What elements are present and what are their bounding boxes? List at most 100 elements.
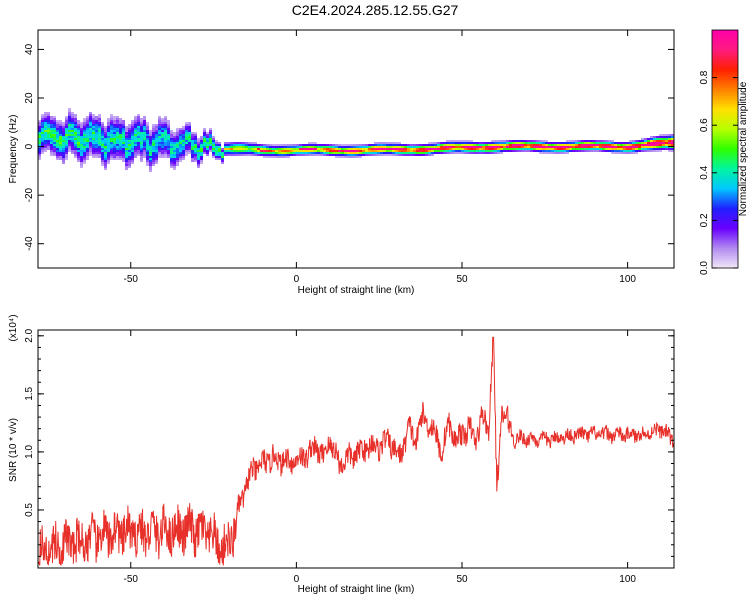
spectrogram-cell (62, 144, 65, 146)
spectrogram-cell (398, 148, 401, 150)
spectrogram-cell (263, 146, 266, 148)
spectrogram-cell (548, 150, 551, 152)
spectrogram-cell (50, 118, 53, 120)
spectrogram-cell (134, 138, 137, 140)
spectrogram-cell (164, 118, 167, 120)
spectrogram-cell (638, 144, 641, 146)
spectrogram-cell (611, 148, 614, 150)
spectrogram-cell (539, 144, 542, 146)
spectrogram-cell (635, 140, 638, 142)
colorbar-band (712, 238, 738, 240)
colorbar-band (712, 232, 738, 234)
spectrogram-cell (422, 150, 425, 152)
spectrogram-cell (92, 116, 95, 118)
spectrogram-cell (317, 150, 320, 152)
spectrogram-cell (452, 144, 455, 146)
spectrogram-cell (50, 154, 53, 156)
spectrogram-cell (449, 140, 452, 142)
spectrogram-cell (665, 134, 668, 136)
spectrogram-cell (353, 150, 356, 152)
spectrogram-cell (320, 144, 323, 146)
spectrogram-cell (449, 148, 452, 150)
spectrogram-cell (41, 126, 44, 128)
spectrogram-cell (200, 142, 203, 144)
spectrogram-cell (344, 154, 347, 156)
spectrogram-cell (200, 154, 203, 156)
spectrogram-cell (224, 148, 227, 150)
spectrogram-cell (656, 146, 659, 148)
spectrogram-cell (248, 144, 251, 146)
spectrogram-cell (653, 142, 656, 144)
spectrogram-cell (56, 158, 59, 160)
colorbar-band (712, 142, 738, 144)
spectrogram-cell (50, 138, 53, 140)
spectrogram-cell (140, 158, 143, 160)
spectrogram-cell (392, 154, 395, 156)
spectrogram-cell (197, 152, 200, 154)
spectrogram-cell (647, 138, 650, 140)
spectrogram-cell (224, 146, 227, 148)
spectrogram-cell (368, 154, 371, 156)
colorbar-band (712, 144, 738, 146)
spectrogram-cell (173, 142, 176, 144)
spectrogram-cell (314, 148, 317, 150)
spectrogram-cell (569, 140, 572, 142)
spectrogram-cell (77, 148, 80, 150)
spectrogram-cell (140, 160, 143, 162)
spectrogram-cell (626, 152, 629, 154)
spectrogram-cell (86, 126, 89, 128)
spectrogram-cell (212, 154, 215, 156)
spectrogram-cell (311, 142, 314, 144)
spectrogram-cell (188, 134, 191, 136)
spectrogram-cell (182, 140, 185, 142)
spectrogram-cell (593, 146, 596, 148)
spectrogram-cell (113, 158, 116, 160)
spectrogram-cell (209, 128, 212, 130)
spectrogram-cell (152, 154, 155, 156)
spectrogram-cell (68, 124, 71, 126)
spectrogram-cell (218, 142, 221, 144)
spectrogram-cell (260, 152, 263, 154)
spectrogram-cell (662, 138, 665, 140)
spectrogram-cell (110, 156, 113, 158)
spectrogram-cell (278, 152, 281, 154)
spectrogram-cell (182, 134, 185, 136)
spectrogram-cell (182, 136, 185, 138)
spectrogram-cell (56, 136, 59, 138)
spectrogram-cell (647, 142, 650, 144)
spectrogram-cell (305, 144, 308, 146)
spectrogram-cell (182, 128, 185, 130)
spectrogram-cell (62, 132, 65, 134)
spectrogram-cell (314, 142, 317, 144)
spectrogram-cell (89, 152, 92, 154)
spectrogram-cell (218, 144, 221, 146)
spectrogram-cell (215, 152, 218, 154)
spectrogram-cell (164, 148, 167, 150)
spectrogram-cell (158, 146, 161, 148)
spectrogram-cell (599, 142, 602, 144)
spectrogram-cell (77, 136, 80, 138)
spectrogram-cell (80, 142, 83, 144)
spectrogram-cell (83, 118, 86, 120)
spectrogram-cell (191, 152, 194, 154)
spectrogram-cell (134, 148, 137, 150)
spectrogram-cell (164, 156, 167, 158)
spectrogram-cell (188, 132, 191, 134)
spectrogram-cell (464, 144, 467, 146)
spectrogram-cell (203, 136, 206, 138)
spectrogram-cell (131, 130, 134, 132)
spectrogram-cell (638, 148, 641, 150)
spectrogram-cell (101, 132, 104, 134)
spectrogram-cell (140, 144, 143, 146)
spectrogram-cell (80, 162, 83, 164)
spectrogram-cell (179, 152, 182, 154)
colorbar-band (712, 158, 738, 160)
spectrogram-cell (230, 144, 233, 146)
spectrogram-cell (269, 146, 272, 148)
spectrogram-cell (179, 158, 182, 160)
spectrogram-cell (293, 150, 296, 152)
spectrogram-cell (515, 148, 518, 150)
spectrogram-cell (293, 154, 296, 156)
colorbar-band (712, 106, 738, 108)
spectrogram-cell (593, 140, 596, 142)
